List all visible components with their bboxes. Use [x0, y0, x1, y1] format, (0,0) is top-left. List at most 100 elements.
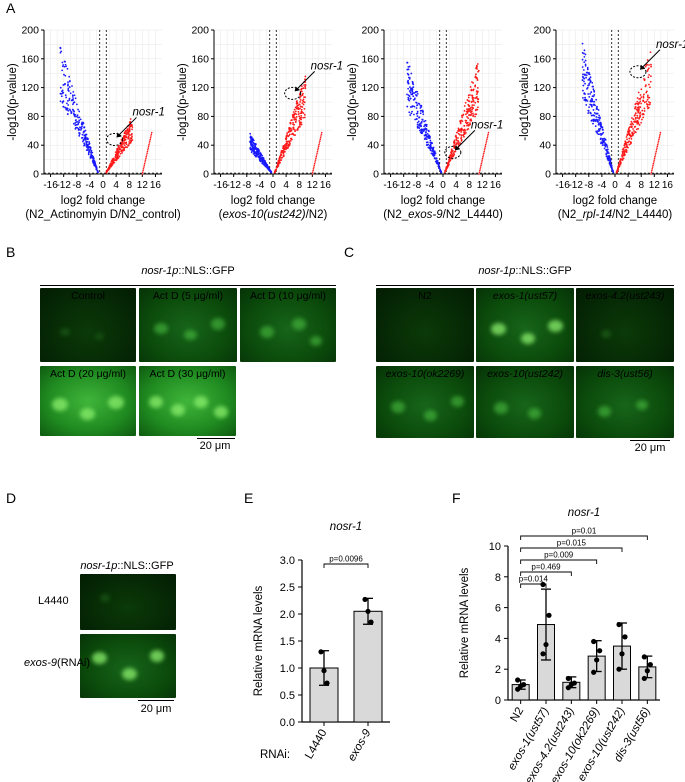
y-tick-label: 1.0: [280, 663, 295, 675]
point-down: [66, 107, 68, 110]
point-up: [645, 84, 647, 87]
point-up: [657, 140, 660, 142]
point-down: [262, 157, 265, 160]
point-down: [586, 71, 589, 74]
point-down: [67, 83, 69, 86]
point-up: [465, 119, 468, 122]
point-down: [416, 110, 419, 113]
point-down: [409, 88, 412, 91]
y-tick-label: 40: [27, 140, 39, 152]
point-up: [277, 164, 280, 166]
point-up: [632, 123, 635, 126]
point-down: [597, 120, 600, 123]
point-down: [61, 69, 63, 72]
y-tick-label: 120: [361, 82, 379, 94]
point-up: [646, 98, 649, 101]
x-tick-label: 4: [453, 180, 459, 191]
point-up: [289, 139, 292, 142]
point-up: [128, 140, 131, 143]
point-down: [71, 94, 74, 97]
point-up: [648, 74, 650, 76]
data-point: [540, 651, 546, 657]
scale-bar-b: [197, 438, 235, 439]
point-up: [451, 154, 454, 156]
gene-label: nosr-1: [311, 60, 343, 72]
point-up: [121, 143, 123, 145]
point-up: [457, 132, 460, 135]
point-up: [302, 98, 305, 101]
point-up: [634, 112, 637, 115]
point-up: [121, 152, 123, 154]
point-down: [590, 91, 593, 93]
point-down: [600, 141, 603, 144]
point-up: [639, 94, 642, 96]
point-up: [479, 166, 482, 168]
point-down: [583, 55, 586, 58]
x-tick-label: -16: [555, 180, 570, 191]
point-down: [93, 159, 96, 162]
point-down: [602, 131, 605, 134]
point-up: [486, 136, 489, 139]
point-up: [148, 143, 150, 146]
point-down: [427, 134, 430, 137]
point-down: [606, 146, 609, 148]
y-tick-label: 2.5: [280, 582, 295, 594]
point-down: [591, 105, 593, 108]
point-down: [81, 125, 83, 128]
point-up: [131, 135, 133, 138]
point-up: [143, 166, 145, 168]
point-up: [319, 136, 322, 139]
point-up: [274, 170, 277, 172]
point-up: [616, 170, 618, 173]
point-down: [420, 128, 422, 131]
micro-c-label: exos-1(ust57): [492, 290, 558, 302]
point-up: [278, 162, 281, 165]
point-down: [581, 66, 584, 68]
x-axis-label: log2 fold change: [401, 195, 485, 207]
point-up: [120, 150, 123, 153]
point-down: [92, 162, 95, 164]
point-down: [583, 61, 586, 64]
point-up: [474, 101, 477, 104]
point-up: [625, 142, 628, 145]
point-up: [639, 114, 642, 117]
point-down: [416, 104, 419, 106]
point-up: [124, 141, 127, 144]
micro-c-dis3: dis-3(ust56): [576, 366, 674, 438]
point-down: [593, 100, 596, 103]
point-up: [474, 84, 477, 87]
point-down: [420, 104, 423, 107]
micro-b-actd5: Act D (5 μg/ml): [139, 288, 237, 362]
point-up: [618, 160, 621, 163]
point-up: [636, 106, 639, 109]
point-down: [422, 111, 424, 113]
point-up: [459, 120, 462, 123]
point-down: [408, 76, 410, 79]
point-up: [450, 148, 453, 151]
point-down: [67, 87, 70, 90]
point-down: [80, 128, 82, 131]
point-up: [311, 171, 314, 174]
point-up: [617, 165, 620, 168]
x-axis-label: log2 fold change: [61, 195, 145, 207]
point-up: [304, 85, 307, 88]
point-up: [304, 75, 307, 78]
point-down: [64, 63, 67, 66]
point-up: [462, 129, 465, 132]
x-tick-label: 4: [113, 180, 119, 191]
data-point: [591, 669, 597, 675]
point-down: [584, 65, 587, 67]
point-up: [294, 106, 297, 109]
point-up: [283, 148, 285, 151]
point-down: [416, 118, 418, 120]
point-down: [81, 133, 84, 136]
micro-b-actd10: Act D (10 μg/ml): [240, 288, 336, 362]
point-up: [619, 158, 622, 161]
point-up: [315, 154, 318, 156]
point-down: [256, 151, 259, 153]
x-tick-label: 8: [638, 180, 644, 191]
point-up: [460, 131, 463, 133]
point-down: [430, 152, 433, 155]
point-down: [427, 143, 430, 146]
point-up: [631, 131, 634, 134]
